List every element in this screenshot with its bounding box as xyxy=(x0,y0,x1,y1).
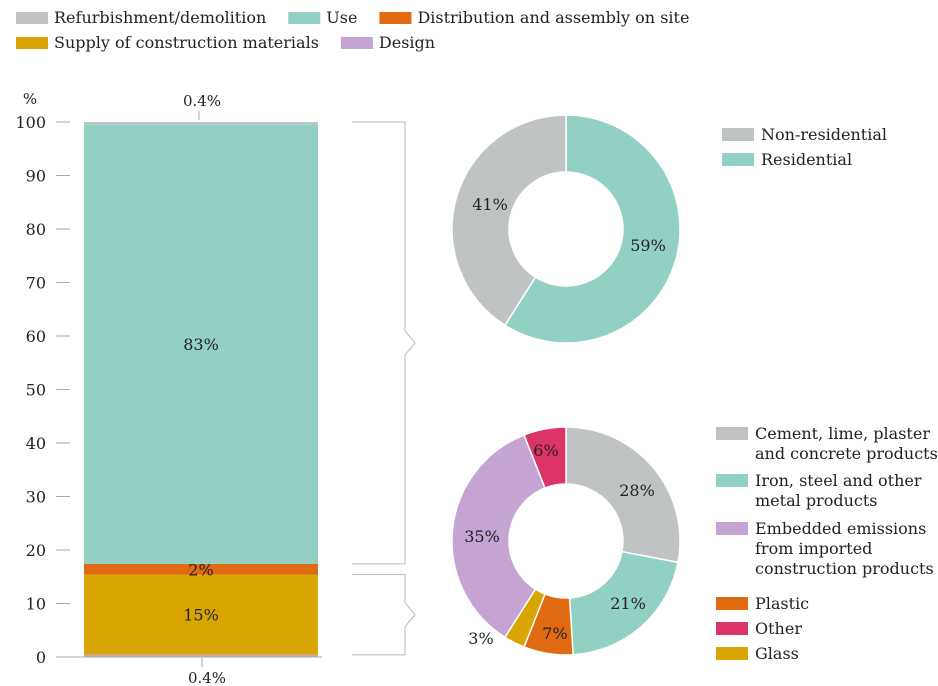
legend-swatch-design xyxy=(340,37,373,49)
donut2-legend-swatch-glass xyxy=(716,647,748,660)
donut-slice-iron-steel-and-other-metal-products xyxy=(568,550,679,656)
donut-slice-embedded-emissions-from-imported-construction-products xyxy=(451,434,546,639)
legend-label-distribution-and-assembly-on-site: Distribution and assembly on site xyxy=(417,8,689,27)
brace-use xyxy=(352,121,416,565)
legend-label-refurbishment-demolition: Refurbishment/demolition xyxy=(54,8,266,27)
donut-slice-other xyxy=(523,426,567,489)
bar-segment-refurbishment-demolition xyxy=(84,122,318,125)
legend-label-supply-of-construction-materials: Supply of construction materials xyxy=(54,33,319,52)
legend-swatch-distribution-and-assembly-on-site xyxy=(379,12,412,24)
legend-swatch-use xyxy=(288,12,321,24)
donut2-legend-label-line: Other xyxy=(755,619,802,638)
y-tick-label: 20 xyxy=(26,541,46,560)
y-tick-label: 100 xyxy=(15,113,46,132)
bar-segment-label: 2% xyxy=(188,560,213,579)
y-tick-label: 60 xyxy=(26,327,46,346)
bar-segment-use xyxy=(84,124,318,564)
donut2-legend-label-line: Plastic xyxy=(755,594,809,613)
donut2-legend-swatch-embedded-emissions xyxy=(716,522,748,535)
donut-slice-residential xyxy=(503,114,681,344)
donut2-legend-label-line: construction products xyxy=(755,559,934,578)
donut2-legend-swatch-plastic xyxy=(716,597,748,610)
bar-segment-distribution-and-assembly-on-site xyxy=(84,563,318,575)
donut-slice-cement-lime-plaster-and-concrete-products xyxy=(565,426,681,564)
bar-segment-label: 83% xyxy=(183,335,219,354)
bar-segment-label: 15% xyxy=(183,606,219,625)
donut-slice-label: 3% xyxy=(468,629,493,648)
y-axis-unit: % xyxy=(23,90,37,108)
bar-segment-supply-of-construction-materials xyxy=(84,574,318,655)
donut-slice-non-residential xyxy=(451,114,567,327)
donut2-legend-label-line: and concrete products xyxy=(755,444,938,463)
legend-swatch-refurbishment-demolition xyxy=(16,12,48,24)
y-tick-label: 10 xyxy=(26,595,46,614)
donut1-legend-label-residential: Residential xyxy=(761,150,852,169)
donut-slice-label: 28% xyxy=(619,481,655,500)
donut1-legend-label-non-residential: Non-residential xyxy=(761,125,887,144)
y-tick-label: 90 xyxy=(26,167,46,186)
donut-slice-label: 59% xyxy=(630,236,666,255)
donut2-legend-swatch-iron-steel-and-other xyxy=(716,474,748,487)
donut2-legend-label-line: Iron, steel and other xyxy=(755,471,922,490)
y-tick-label: 0 xyxy=(36,648,46,667)
legend-label-use: Use xyxy=(326,8,357,27)
y-tick-label: 70 xyxy=(26,274,46,293)
donut2-legend-label-line: Cement, lime, plaster xyxy=(755,424,930,443)
donut-slice-label: 35% xyxy=(464,527,500,546)
legend-label-design: Design xyxy=(379,33,435,52)
legend-swatch-supply-of-construction-materials xyxy=(16,37,48,49)
y-tick-label: 30 xyxy=(26,488,46,507)
bar-bottom-callout: 0.4% xyxy=(188,669,226,686)
donut2-legend-label-line: from imported xyxy=(755,539,872,558)
donut-slice-label: 41% xyxy=(472,195,508,214)
donut2-legend-label-line: Embedded emissions xyxy=(755,519,926,538)
brace-supply xyxy=(352,574,416,656)
donut2-legend-label-line: Glass xyxy=(755,644,799,663)
bar-segment-design xyxy=(84,654,318,657)
donut1-legend-swatch-non-residential xyxy=(722,128,754,141)
y-tick-label: 80 xyxy=(26,220,46,239)
donut2-legend-label-line: metal products xyxy=(755,491,877,510)
y-tick-label: 50 xyxy=(26,381,46,400)
y-tick-label: 40 xyxy=(26,434,46,453)
donut-slice-label: 6% xyxy=(533,441,558,460)
donut1-legend-swatch-residential xyxy=(722,153,754,166)
donut2-legend-swatch-other xyxy=(716,622,748,635)
donut-slice-label: 21% xyxy=(610,594,646,613)
donut-slice-label: 7% xyxy=(542,624,567,643)
bar-top-callout: 0.4% xyxy=(183,92,221,110)
donut2-legend-swatch-cement-lime-plaster xyxy=(716,427,748,440)
